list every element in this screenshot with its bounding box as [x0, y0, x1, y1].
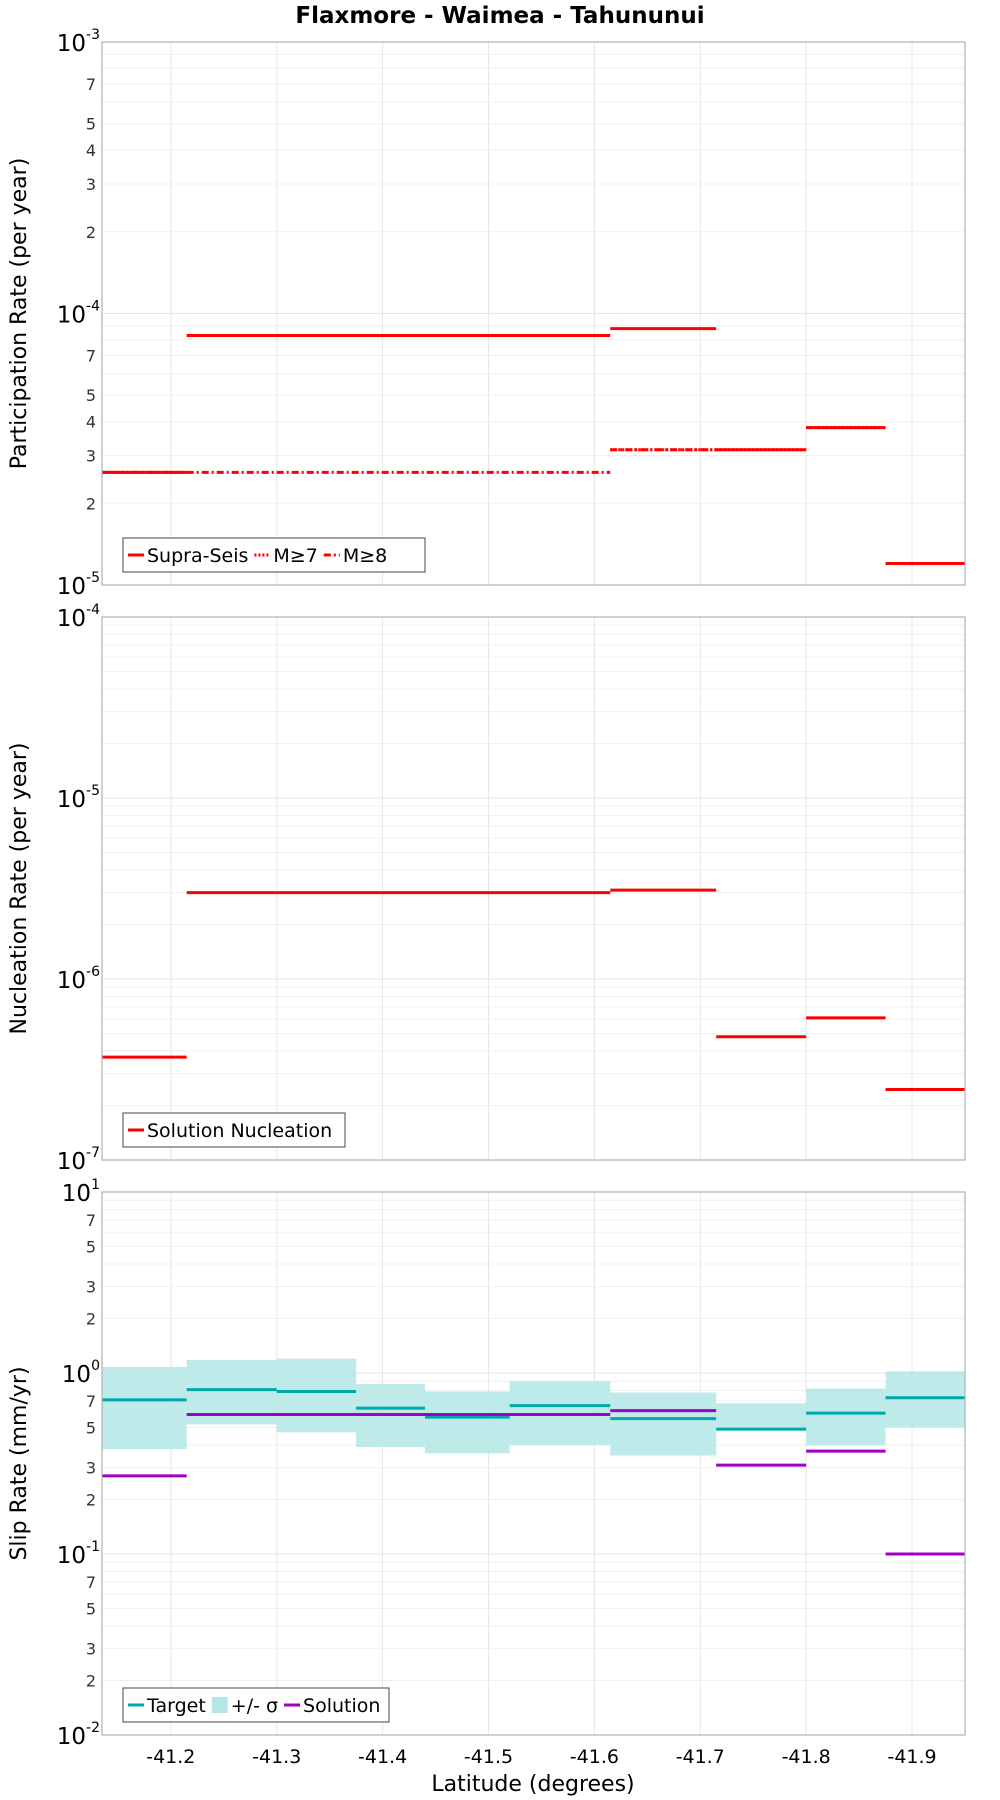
- y-minor-tick-label: 2: [86, 1672, 96, 1691]
- legend-box: [122, 537, 426, 573]
- y-minor-tick-label: 7: [86, 1211, 96, 1230]
- sigma-band-segment: [885, 1371, 965, 1428]
- y-axis-label: Nucleation Rate (per year): [7, 743, 32, 1035]
- y-minor-tick-label: 7: [86, 1392, 96, 1411]
- sigma-band-segment: [716, 1403, 807, 1428]
- legend-swatch: [211, 1697, 228, 1713]
- legend-label: Solution Nucleation: [147, 1120, 332, 1142]
- y-minor-tick-label: 7: [86, 75, 96, 94]
- chart-title: Flaxmore - Waimea - Tahununui: [295, 3, 704, 29]
- y-major-tick-label: 100: [62, 1358, 100, 1388]
- legend-label: Target: [146, 1695, 206, 1717]
- y-minor-tick-label: 3: [86, 1278, 96, 1297]
- y-major-tick-label: 10-4: [57, 602, 100, 632]
- x-axis-label: Latitude (degrees): [431, 1772, 634, 1797]
- sigma-band-segment: [276, 1358, 357, 1433]
- y-minor-tick-label: 3: [86, 446, 96, 465]
- y-minor-tick-label: 2: [86, 223, 96, 242]
- y-major-tick-label: 10-4: [57, 299, 100, 329]
- x-tick-label: -41.6: [570, 1746, 619, 1768]
- y-minor-tick-label: 4: [86, 413, 96, 432]
- x-tick-label: -41.5: [464, 1746, 513, 1768]
- y-minor-tick-label: 2: [86, 494, 96, 513]
- x-tick-label: -41.8: [782, 1746, 831, 1768]
- y-minor-tick-label: 2: [86, 1310, 96, 1329]
- y-major-tick-label: 10-6: [57, 964, 100, 994]
- x-tick-label: -41.9: [887, 1746, 936, 1768]
- y-major-tick-label: 10-2: [57, 1720, 100, 1750]
- y-minor-tick-label: 5: [86, 1237, 96, 1256]
- y-minor-tick-label: 5: [86, 1599, 96, 1618]
- y-minor-tick-label: 4: [86, 141, 96, 160]
- legend-box: [122, 1687, 390, 1723]
- legend-box: [122, 1112, 346, 1148]
- y-minor-tick-label: 5: [86, 115, 96, 134]
- y-major-tick-label: 10-5: [57, 783, 100, 813]
- y-minor-tick-label: 7: [86, 347, 96, 366]
- legend-label: Solution: [303, 1695, 380, 1717]
- y-axis-label: Slip Rate (mm/yr): [7, 1366, 32, 1560]
- legend-label: M≥8: [343, 545, 387, 567]
- x-tick-label: -41.4: [358, 1746, 407, 1768]
- y-minor-tick-label: 5: [86, 1418, 96, 1437]
- plot-frame: [101, 616, 966, 1161]
- panel-nucleation: 10-7 10-6 10-5 10-4 Nucleation Rate (per yea…: [7, 602, 966, 1175]
- y-major-tick-label: 10-5: [57, 570, 100, 600]
- panel-slip: 10-2 10-1 100 101 2 2 2 3 3 3 5 5 5 7 7 7 Slip Rate (mm/…: [7, 1177, 966, 1750]
- y-major-tick-label: 101: [62, 1177, 100, 1207]
- sigma-band-segment: [610, 1392, 717, 1456]
- y-major-tick-label: 10-3: [57, 27, 100, 57]
- x-tick-label: -41.3: [252, 1746, 301, 1768]
- sigma-band-segment: [102, 1366, 187, 1450]
- y-major-tick-label: 10-7: [57, 1145, 100, 1175]
- plot-frame: [101, 1191, 966, 1736]
- y-minor-tick-label: 5: [86, 386, 96, 405]
- y-minor-tick-label: 2: [86, 1491, 96, 1510]
- y-minor-tick-label: 3: [86, 175, 96, 194]
- plot-frame: [101, 41, 966, 586]
- y-axis-label: Participation Rate (per year): [7, 158, 32, 470]
- y-minor-tick-label: 7: [86, 1573, 96, 1592]
- y-minor-tick-label: 3: [86, 1459, 96, 1478]
- sigma-band-segment: [806, 1388, 886, 1446]
- y-major-tick-label: 10-1: [57, 1539, 100, 1569]
- legend-label: +/- σ: [231, 1695, 278, 1717]
- legend-label: Supra-Seis: [147, 545, 248, 567]
- x-tick-label: -41.2: [146, 1746, 195, 1768]
- sigma-band-segment: [424, 1391, 510, 1454]
- x-tick-label: -41.7: [676, 1746, 725, 1768]
- panel-participation: 10-5 10-4 10-3 2 2 3 3 4 4 5 5 7 7 Participation Rate…: [7, 27, 966, 600]
- y-minor-tick-label: 3: [86, 1640, 96, 1659]
- legend-label: M≥7: [273, 545, 317, 567]
